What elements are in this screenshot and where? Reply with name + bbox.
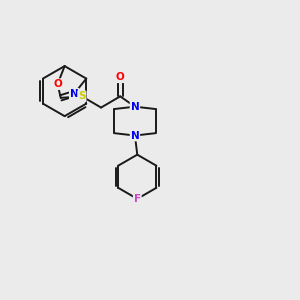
Text: N: N — [130, 102, 139, 112]
Text: F: F — [134, 194, 141, 204]
Text: O: O — [116, 72, 124, 82]
Text: S: S — [78, 92, 86, 101]
Text: N: N — [130, 130, 139, 140]
Text: N: N — [70, 89, 79, 99]
Text: O: O — [53, 79, 62, 89]
